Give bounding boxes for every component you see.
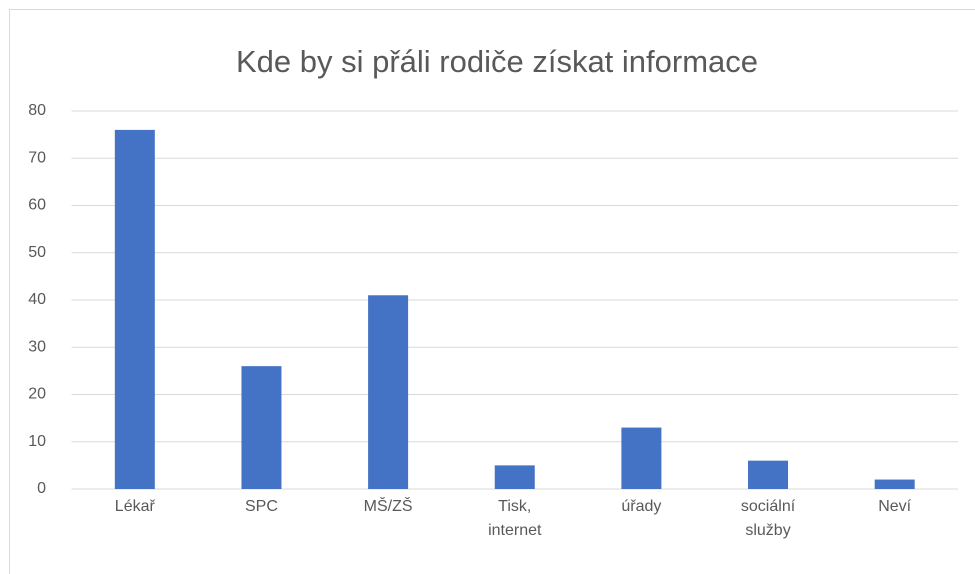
x-tick-label: SPC (245, 498, 278, 515)
y-tick-label: 80 (28, 102, 46, 119)
y-tick-label: 50 (28, 244, 46, 261)
x-tick-label: úřady (621, 498, 662, 515)
bar (494, 465, 535, 489)
bar (874, 479, 915, 489)
bar (114, 129, 155, 489)
y-tick-label: 30 (28, 338, 46, 355)
bar (368, 295, 409, 489)
bar (621, 427, 662, 489)
y-tick-label: 40 (28, 291, 46, 308)
y-tick-label: 60 (28, 197, 46, 214)
y-tick-label: 70 (28, 149, 46, 166)
bar (241, 366, 282, 489)
y-tick-label: 10 (28, 433, 46, 450)
x-tick-label: MŠ/ZŠ (363, 498, 413, 515)
x-tick-label: Lékař (114, 498, 155, 515)
y-tick-label: 20 (28, 386, 46, 403)
bar (748, 460, 789, 489)
y-tick-label: 0 (37, 480, 46, 497)
x-tick-label: Tisk, internet (488, 498, 542, 539)
chart-border (9, 9, 975, 574)
x-tick-label: sociální služby (740, 498, 796, 539)
chart-title: Kde by si přáli rodiče získat informace (236, 44, 758, 79)
x-tick-label: Neví (878, 498, 912, 515)
